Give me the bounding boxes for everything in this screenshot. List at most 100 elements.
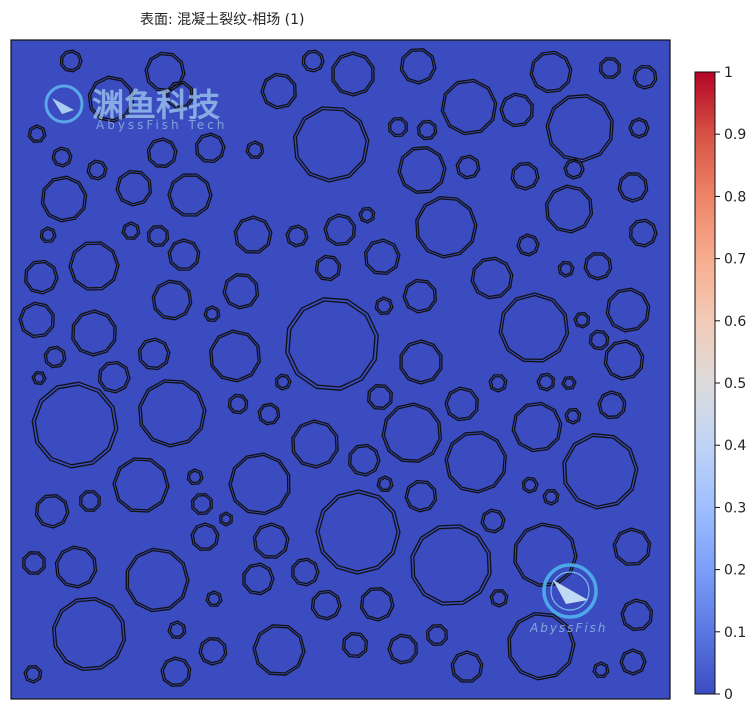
- aggregate-inner-outline: [25, 667, 41, 682]
- aggregate-outer-outline: [191, 493, 213, 515]
- aggregate-inner-outline: [293, 559, 318, 585]
- aggregate-outer-outline: [205, 590, 223, 607]
- aggregate-outer-outline: [151, 279, 193, 321]
- aggregate-outer-outline: [227, 393, 249, 415]
- aggregate-inner-outline: [446, 388, 477, 420]
- aggregate-inner-outline: [621, 650, 645, 674]
- aggregate-inner-outline: [607, 289, 649, 331]
- aggregate-outer-outline: [22, 551, 46, 575]
- aggregate-inner-outline: [404, 280, 435, 312]
- aggregate-outer-outline: [617, 172, 649, 203]
- watermark-logo: 渊鱼科技 AbyssFish Tech: [44, 84, 224, 132]
- aggregate-inner-outline: [205, 307, 219, 321]
- aggregate-inner-outline: [162, 658, 190, 685]
- aggregate-outer-outline: [331, 51, 375, 97]
- aggregate-outer-outline: [359, 587, 395, 622]
- aggregate-inner-outline: [247, 142, 263, 157]
- aggregate-outer-outline: [358, 206, 376, 224]
- aggregate-inner-outline: [622, 600, 651, 630]
- aggregate-inner-outline: [318, 492, 398, 572]
- aggregate-inner-outline: [262, 74, 295, 108]
- aggregate-outer-outline: [40, 175, 88, 223]
- aggregate-inner-outline: [601, 59, 619, 77]
- aggregate-outer-outline: [603, 339, 645, 381]
- aggregate-outer-outline: [167, 238, 201, 271]
- aggregate-outer-outline: [588, 329, 610, 351]
- aggregate-outer-outline: [34, 494, 70, 529]
- aggregate-outer-outline: [252, 624, 306, 676]
- aggregate-inner-outline: [547, 96, 612, 161]
- aggregate-inner-outline: [207, 592, 221, 605]
- aggregate-inner-outline: [564, 435, 636, 507]
- aggregate-inner-outline: [316, 256, 340, 280]
- aggregate-inner-outline: [512, 164, 538, 189]
- aggregate-inner-outline: [313, 591, 340, 619]
- aggregate-outer-outline: [203, 305, 221, 323]
- aggregate-inner-outline: [452, 652, 482, 681]
- aggregate-inner-outline: [36, 496, 68, 527]
- aggregate-inner-outline: [491, 591, 507, 606]
- aggregate-outer-outline: [86, 159, 108, 181]
- aggregate-outer-outline: [87, 75, 135, 123]
- aggregate-outer-outline: [209, 329, 261, 383]
- aggregate-outer-outline: [274, 373, 292, 391]
- colorbar-tick-label: 0.8: [724, 189, 746, 205]
- aggregate-inner-outline: [114, 459, 168, 511]
- aggregate-inner-outline: [29, 126, 45, 141]
- aggregate-outer-outline: [219, 511, 233, 527]
- fish-logo-shape: [52, 98, 74, 114]
- aggregate-outer-outline: [628, 117, 650, 139]
- aggregate-outer-outline: [511, 401, 563, 453]
- aggregate-outer-outline: [167, 620, 187, 640]
- aggregate-inner-outline: [26, 261, 57, 293]
- aggregate-outer-outline: [291, 557, 320, 587]
- aggregate-inner-outline: [254, 524, 288, 557]
- aggregate-inner-outline: [230, 454, 289, 514]
- aggregate-inner-outline: [100, 362, 129, 392]
- aggregate-inner-outline: [73, 311, 115, 355]
- aggregate-outer-outline: [291, 419, 339, 469]
- aggregate-outer-outline: [23, 664, 43, 684]
- aggregate-outer-outline: [374, 296, 394, 316]
- aggregate-outer-outline: [416, 119, 438, 141]
- aggregate-outer-outline: [516, 233, 540, 257]
- watermark-badge-text: AbyssFish: [529, 621, 608, 635]
- aggregate-outer-outline: [310, 589, 342, 621]
- aggregate-outer-outline: [564, 407, 582, 425]
- aggregate-outer-outline: [542, 488, 560, 506]
- aggregate-inner-outline: [390, 119, 406, 135]
- aggregate-outer-outline: [444, 431, 507, 494]
- aggregate-outer-outline: [115, 169, 153, 207]
- aggregate-outer-outline: [387, 633, 418, 665]
- aggregate-outer-outline: [536, 372, 555, 392]
- aggregate-outer-outline: [39, 226, 57, 244]
- aggregate-outer-outline: [194, 132, 226, 164]
- aggregate-inner-outline: [81, 492, 99, 510]
- aggregate-inner-outline: [457, 156, 479, 178]
- aggregate-outer-outline: [121, 221, 141, 240]
- aggregate-inner-outline: [631, 220, 656, 246]
- aggregate-inner-outline: [88, 161, 106, 179]
- colorbar-tick-label: 0.1: [724, 625, 746, 641]
- aggregate-inner-outline: [224, 275, 257, 308]
- aggregate-inner-outline: [538, 374, 553, 390]
- aggregate-inner-outline: [594, 663, 608, 676]
- aggregate-inner-outline: [42, 177, 86, 221]
- aggregate-inner-outline: [544, 491, 558, 504]
- aggregate-inner-outline: [127, 549, 188, 611]
- aggregate-outer-outline: [138, 379, 207, 448]
- aggregate-outer-outline: [488, 374, 508, 393]
- aggregate-outer-outline: [399, 48, 437, 85]
- aggregate-outer-outline: [186, 468, 204, 486]
- aggregate-outer-outline: [381, 402, 443, 463]
- aggregate-outer-outline: [167, 173, 213, 217]
- aggregate-outer-outline: [450, 650, 484, 683]
- aggregate-outer-outline: [54, 545, 98, 589]
- aggregate-outer-outline: [592, 661, 610, 678]
- aggregate-inner-outline: [193, 495, 211, 513]
- aggregate-inner-outline: [153, 281, 191, 319]
- aggregate-inner-outline: [148, 139, 176, 166]
- colorbar-tick-label: 0.6: [724, 314, 746, 330]
- aggregate-outer-outline: [31, 370, 47, 386]
